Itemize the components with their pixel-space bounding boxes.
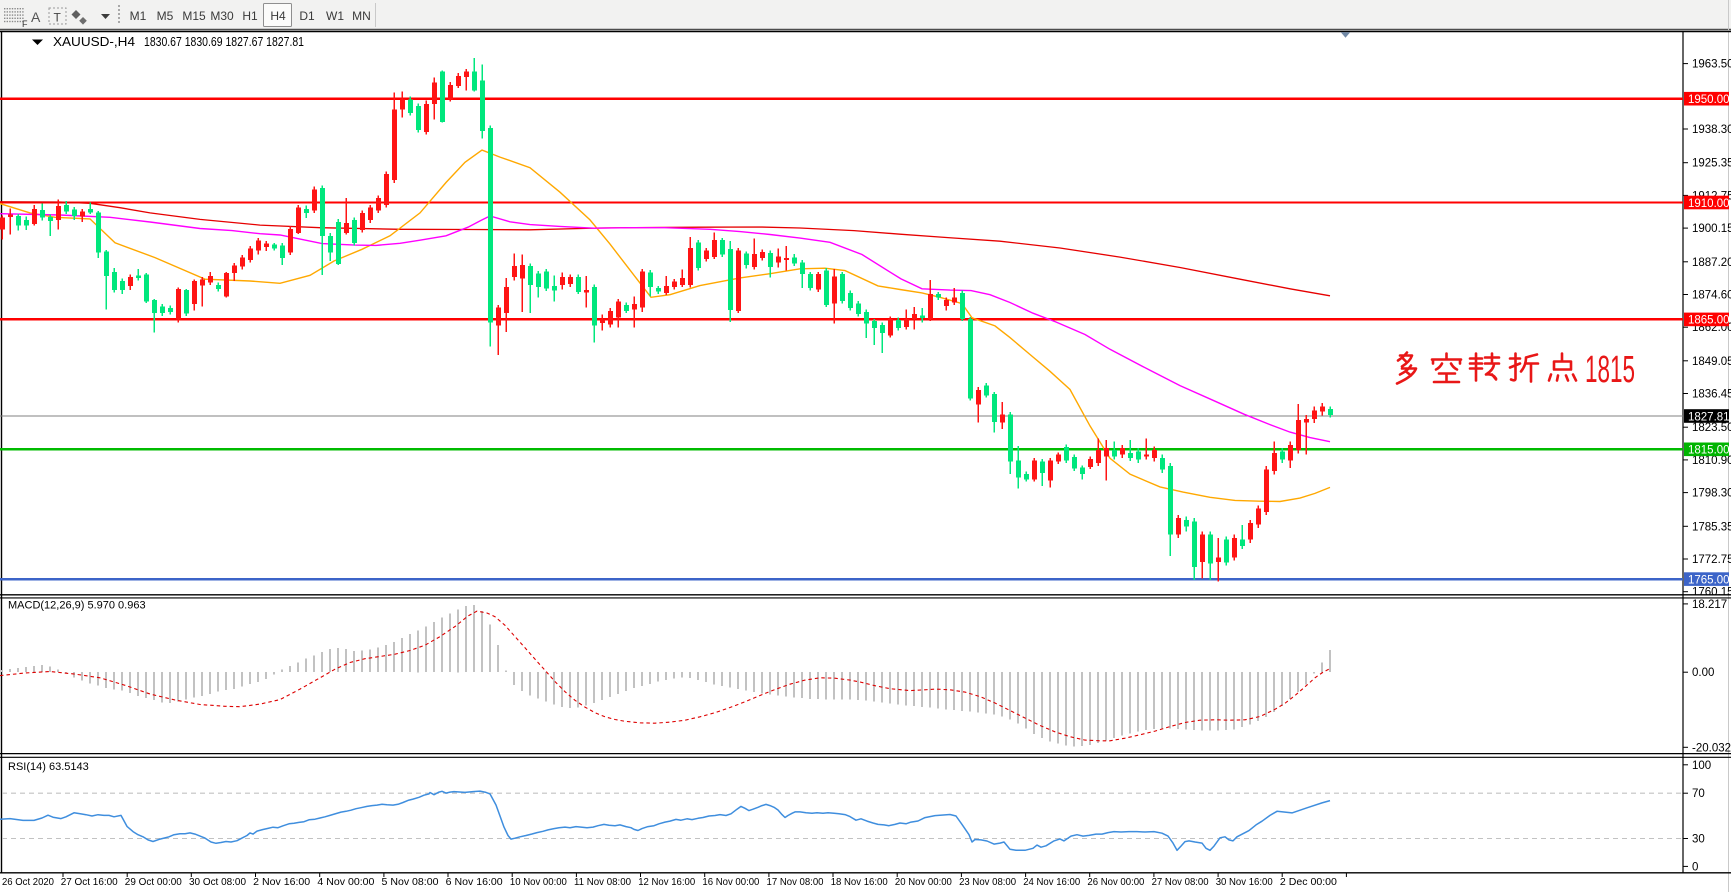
svg-text:5 Nov 08:00: 5 Nov 08:00 (382, 876, 439, 888)
svg-text:70: 70 (1692, 788, 1705, 800)
svg-text:29 Oct 00:00: 29 Oct 00:00 (125, 876, 182, 888)
svg-text:H1: H1 (242, 9, 258, 23)
svg-text:16 Nov 00:00: 16 Nov 00:00 (702, 876, 759, 888)
svg-text:0.00: 0.00 (1692, 667, 1714, 679)
svg-text:1765.00: 1765.00 (1688, 574, 1730, 586)
svg-text:1865.00: 1865.00 (1688, 315, 1730, 327)
svg-text:2 Dec 00:00: 2 Dec 00:00 (1280, 876, 1337, 888)
svg-text:20 Nov 00:00: 20 Nov 00:00 (895, 876, 952, 888)
svg-text:6 Nov 16:00: 6 Nov 16:00 (446, 876, 503, 888)
svg-text:17 Nov 08:00: 17 Nov 08:00 (767, 876, 824, 888)
svg-text:30: 30 (1692, 834, 1705, 846)
svg-text:M30: M30 (210, 9, 234, 23)
svg-text:XAUUSD-,H4: XAUUSD-,H4 (53, 34, 135, 49)
svg-text:1830.67 1830.69 1827.67 1827.8: 1830.67 1830.69 1827.67 1827.81 (144, 34, 304, 49)
svg-text:F: F (22, 19, 28, 29)
svg-text:4 Nov 00:00: 4 Nov 00:00 (317, 876, 374, 888)
svg-text:A: A (31, 9, 41, 25)
svg-text:100: 100 (1692, 760, 1711, 772)
svg-text:MACD(12,26,9) 5.970 0.963: MACD(12,26,9) 5.970 0.963 (8, 600, 146, 612)
svg-text:W1: W1 (326, 9, 344, 23)
svg-text:M5: M5 (157, 9, 174, 23)
svg-text:1836.45: 1836.45 (1692, 389, 1731, 401)
svg-text:1798.30: 1798.30 (1692, 488, 1731, 500)
svg-text:1887.20: 1887.20 (1692, 257, 1731, 269)
svg-text:26 Nov 00:00: 26 Nov 00:00 (1087, 876, 1144, 888)
svg-text:1823.50: 1823.50 (1692, 422, 1731, 434)
svg-text:0: 0 (1692, 861, 1698, 873)
svg-text:18 Nov 16:00: 18 Nov 16:00 (831, 876, 888, 888)
svg-text:M15: M15 (182, 9, 206, 23)
svg-text:T: T (54, 11, 62, 25)
svg-text:1963.50: 1963.50 (1692, 59, 1731, 71)
svg-text:1849.05: 1849.05 (1692, 356, 1731, 368)
svg-text:M1: M1 (130, 9, 147, 23)
svg-text:1810.90: 1810.90 (1692, 455, 1731, 467)
svg-text:1827.81: 1827.81 (1688, 411, 1730, 423)
svg-text:1785.35: 1785.35 (1692, 521, 1731, 533)
svg-text:1900.15: 1900.15 (1692, 223, 1731, 235)
svg-text:2 Nov 16:00: 2 Nov 16:00 (253, 876, 310, 888)
svg-text:1760.15: 1760.15 (1692, 587, 1731, 599)
svg-text:-20.032: -20.032 (1692, 742, 1731, 754)
svg-text:30 Nov 16:00: 30 Nov 16:00 (1216, 876, 1273, 888)
svg-text:1925.35: 1925.35 (1692, 158, 1731, 170)
svg-text:D1: D1 (299, 9, 315, 23)
svg-text:27 Oct 16:00: 27 Oct 16:00 (61, 876, 118, 888)
svg-text:23 Nov 08:00: 23 Nov 08:00 (959, 876, 1016, 888)
svg-text:18.217: 18.217 (1692, 599, 1727, 611)
svg-text:1772.75: 1772.75 (1692, 554, 1731, 566)
svg-text:1950.00: 1950.00 (1688, 94, 1730, 106)
svg-text:30 Oct 08:00: 30 Oct 08:00 (189, 876, 246, 888)
svg-text:1874.60: 1874.60 (1692, 290, 1731, 302)
svg-text:1815.00: 1815.00 (1688, 445, 1730, 457)
svg-text:26 Oct 2020: 26 Oct 2020 (2, 876, 54, 888)
svg-text:24 Nov 16:00: 24 Nov 16:00 (1023, 876, 1080, 888)
svg-text:RSI(14) 63.5143: RSI(14) 63.5143 (8, 761, 89, 773)
svg-text:H4: H4 (270, 9, 286, 23)
svg-text:27 Nov 08:00: 27 Nov 08:00 (1152, 876, 1209, 888)
svg-text:11 Nov 08:00: 11 Nov 08:00 (574, 876, 631, 888)
svg-text:12 Nov 16:00: 12 Nov 16:00 (638, 876, 695, 888)
svg-text:1938.30: 1938.30 (1692, 124, 1731, 136)
svg-text:10 Nov 00:00: 10 Nov 00:00 (510, 876, 567, 888)
svg-text:1910.00: 1910.00 (1688, 198, 1730, 210)
svg-text:1815: 1815 (1585, 349, 1635, 391)
svg-text:MN: MN (352, 9, 371, 23)
